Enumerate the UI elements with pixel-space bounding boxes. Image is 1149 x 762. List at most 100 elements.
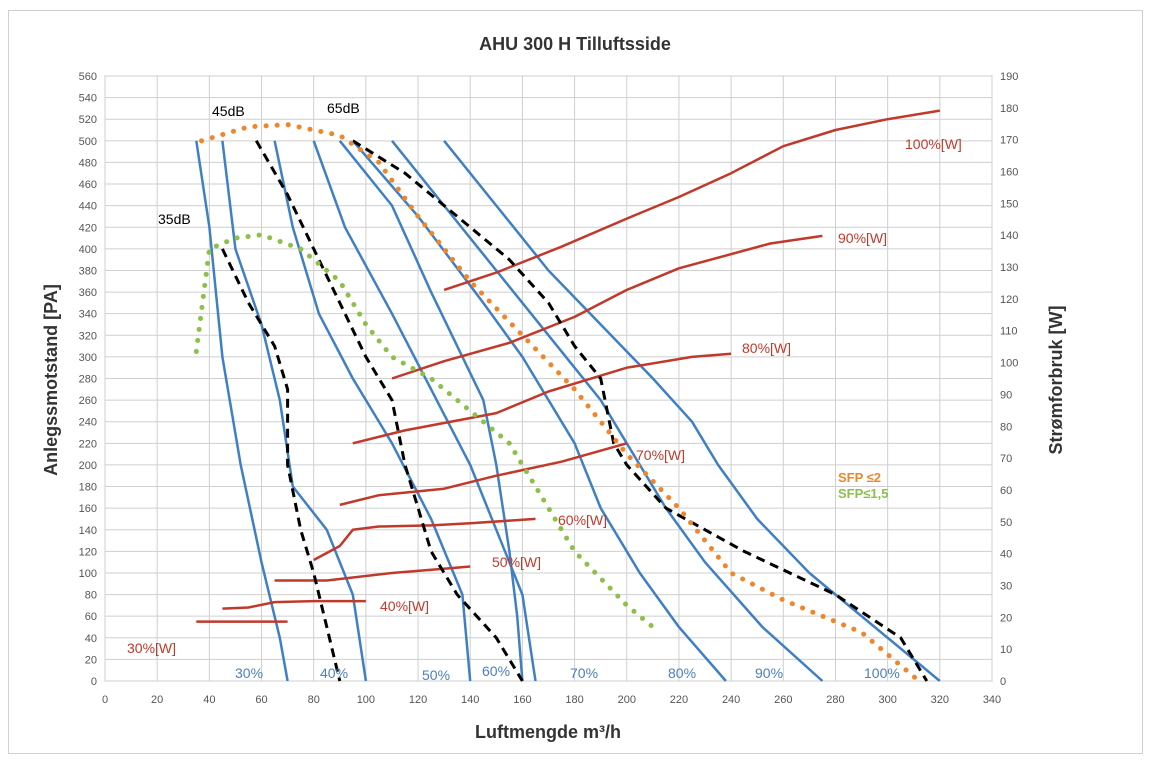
label-p60: 60%[W] (558, 512, 607, 528)
y-tick-label: 20 (85, 654, 97, 666)
label-p50: 50%[W] (492, 554, 541, 570)
x-tick-labels: 0 20 40 60 80 100 120 140 160 180 200 220 240 260 280 3… (102, 694, 1001, 706)
y-tick-label: 420 (79, 222, 97, 234)
label-p30: 30%[W] (127, 640, 176, 656)
grid (104, 75, 993, 682)
x-tick-label: 240 (722, 694, 740, 706)
y2-tick-label: 110 (1000, 326, 1018, 338)
x-tick-label: 260 (774, 694, 792, 706)
y-tick-label: 360 (79, 287, 97, 299)
y-tick-label: 120 (79, 546, 97, 558)
fan-curve-80 (351, 139, 727, 682)
y2-tick-label: 50 (1000, 517, 1012, 529)
db-curves (221, 139, 929, 682)
y2-tick-label: 20 (1000, 612, 1012, 624)
fan-label-30: 30% (235, 665, 263, 681)
fan-curve-100 (443, 140, 941, 682)
label-p80: 80%[W] (742, 340, 791, 356)
y-tick-label: 400 (79, 244, 97, 256)
x-tick-label: 340 (983, 694, 1001, 706)
fan-curve-40 (221, 140, 368, 682)
x-tick-label: 60 (255, 694, 267, 706)
y2-tick-label: 40 (1000, 549, 1012, 561)
x-tick-label: 40 (203, 694, 215, 706)
y-tick-label: 0 (91, 676, 97, 688)
db-curve-35db (221, 248, 342, 682)
y-tick-label: 180 (79, 482, 97, 494)
y-tick-label: 460 (79, 179, 97, 191)
power-curve-100 (443, 109, 941, 292)
x-tick-label: 220 (670, 694, 688, 706)
power-curve-70 (339, 442, 628, 507)
label-35db: 35dB (158, 211, 191, 227)
y-tick-label: 100 (79, 568, 97, 580)
label-sfp15: SFP≤1,5 (838, 486, 889, 501)
fan-curve-50 (273, 140, 472, 682)
y-tick-label: 320 (79, 330, 97, 342)
x-tick-label: 160 (513, 694, 531, 706)
power-curve-50 (274, 565, 471, 582)
x-tick-label: 100 (357, 694, 375, 706)
x-tick-label: 320 (931, 694, 949, 706)
y2-tick-label: 150 (1000, 198, 1018, 210)
y2-axis-label: Strømforbruk [W] (1046, 306, 1066, 455)
y-tick-label: 540 (79, 93, 97, 105)
x-tick-label: 80 (308, 694, 320, 706)
y-tick-label: 500 (79, 136, 97, 148)
y-tick-label: 220 (79, 438, 97, 450)
fan-curve-30 (195, 140, 289, 682)
y2-tick-labels: 0 10 20 30 40 50 60 70 80 90 100 110 120 130 140 150 160… (1000, 71, 1018, 688)
power-curve-40 (222, 599, 366, 610)
chart-title: AHU 300 H Tilluftsside (479, 34, 671, 54)
y-tick-label: 380 (79, 265, 97, 277)
y2-tick-label: 120 (1000, 294, 1018, 306)
power-curve-80 (352, 352, 732, 445)
y-axis-label: Anlegssmotstand [PA] (41, 284, 61, 476)
y-tick-label: 520 (79, 114, 97, 126)
y2-tick-label: 10 (1000, 644, 1012, 656)
x-tick-label: 200 (618, 694, 636, 706)
y2-tick-label: 170 (1000, 135, 1018, 147)
label-65db: 65dB (327, 100, 360, 116)
y-tick-label: 560 (79, 71, 97, 83)
y-tick-label: 80 (85, 590, 97, 602)
y2-tick-label: 160 (1000, 167, 1018, 179)
sfp-curves (193, 122, 922, 684)
y-tick-label: 60 (85, 611, 97, 623)
y-tick-labels: 0 20 40 60 80 100 120 140 160 180 200 220 240 260 280 3… (79, 71, 97, 688)
fan-label-60: 60% (482, 663, 510, 679)
fan-label-80: 80% (668, 665, 696, 681)
x-axis-label: Luftmengde m³/h (475, 722, 621, 742)
fan-curve-60 (312, 140, 537, 682)
y2-tick-label: 30 (1000, 580, 1012, 592)
y-tick-label: 200 (79, 460, 97, 472)
y-tick-label: 260 (79, 395, 97, 407)
x-tick-label: 180 (565, 694, 583, 706)
x-tick-label: 140 (461, 694, 479, 706)
x-tick-label: 0 (102, 694, 108, 706)
power-curve-60 (313, 517, 536, 562)
fan-curves (195, 139, 941, 682)
fan-label-70: 70% (570, 665, 598, 681)
fan-curve-70 (338, 140, 524, 682)
y2-tick-label: 180 (1000, 103, 1018, 115)
y2-tick-label: 190 (1000, 71, 1018, 83)
sfp-curve-1-5 (193, 232, 656, 630)
y-tick-label: 160 (79, 503, 97, 515)
label-p40: 40%[W] (380, 598, 429, 614)
y-tick-label: 280 (79, 374, 97, 386)
sfp-curve-2 (199, 122, 922, 684)
y-tick-label: 140 (79, 525, 97, 537)
label-45db: 45dB (212, 103, 245, 119)
label-p90: 90%[W] (838, 230, 887, 246)
y2-tick-label: 80 (1000, 421, 1012, 433)
x-tick-label: 280 (826, 694, 844, 706)
label-p70: 70%[W] (636, 447, 685, 463)
fan-label-100: 100% (864, 665, 900, 681)
y2-tick-label: 90 (1000, 389, 1012, 401)
y-tick-label: 440 (79, 201, 97, 213)
y2-tick-label: 100 (1000, 358, 1018, 370)
power-curve-90 (391, 234, 823, 380)
y-tick-label: 40 (85, 633, 97, 645)
